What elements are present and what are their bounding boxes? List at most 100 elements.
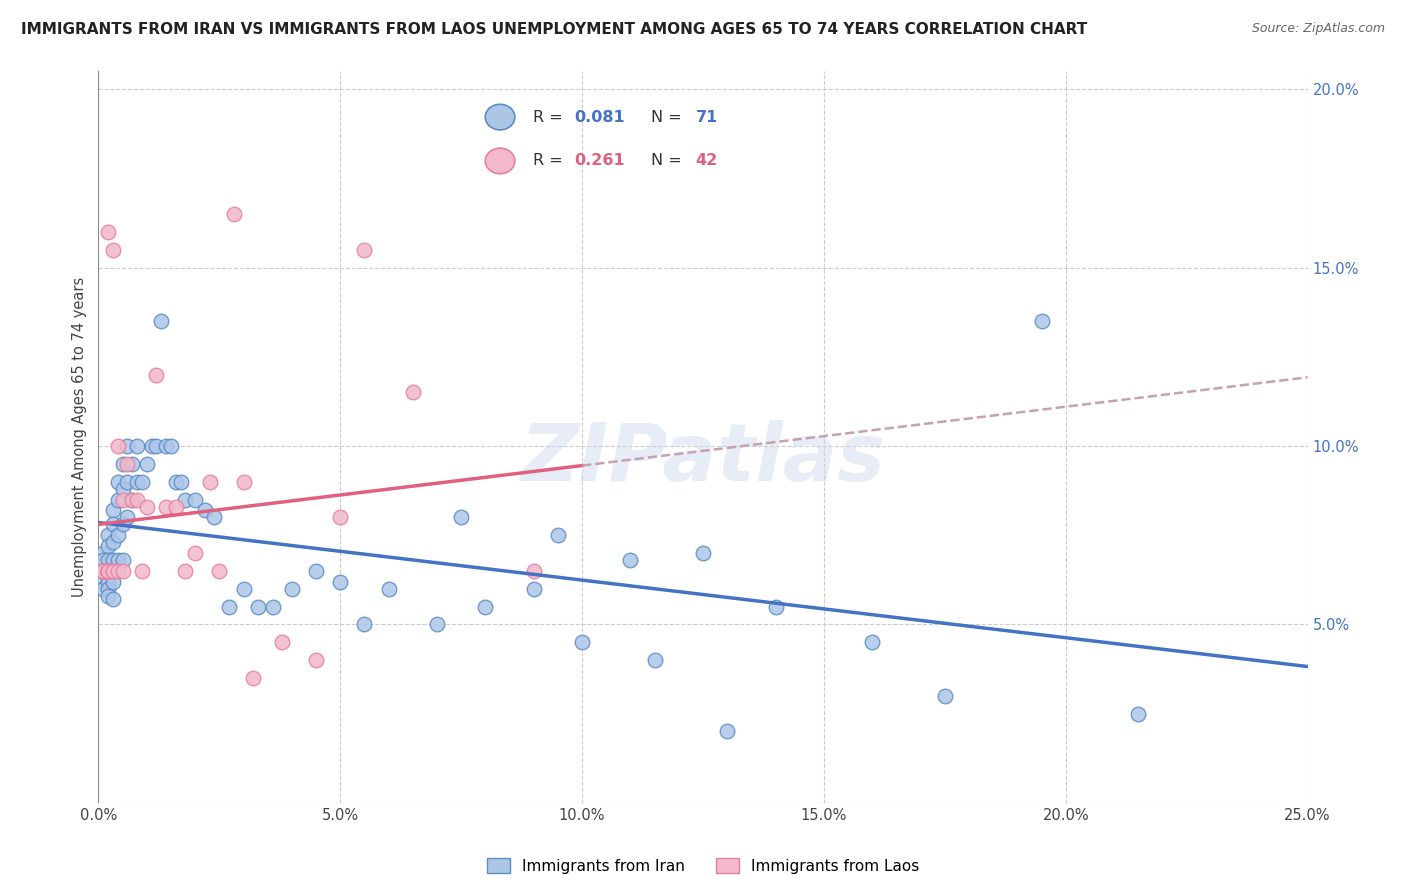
Point <box>141 439 163 453</box>
Point <box>426 617 449 632</box>
Point <box>117 510 139 524</box>
Point <box>101 243 124 257</box>
Point <box>934 689 956 703</box>
Text: N =: N = <box>651 110 682 125</box>
Point <box>97 564 120 578</box>
Point <box>107 439 129 453</box>
Point <box>218 599 240 614</box>
Point <box>305 564 328 578</box>
Point <box>97 574 120 589</box>
Point <box>619 553 641 567</box>
Point <box>101 503 124 517</box>
Point <box>242 671 264 685</box>
Point <box>107 475 129 489</box>
Ellipse shape <box>485 104 515 130</box>
Point <box>121 492 143 507</box>
Point <box>474 599 496 614</box>
Point <box>101 553 124 567</box>
Point <box>305 653 328 667</box>
Point <box>174 492 197 507</box>
Point <box>97 225 120 239</box>
Point <box>353 243 375 257</box>
Point <box>111 564 134 578</box>
Point <box>329 574 352 589</box>
Point <box>377 582 399 596</box>
Y-axis label: Unemployment Among Ages 65 to 74 years: Unemployment Among Ages 65 to 74 years <box>72 277 87 598</box>
Point <box>97 564 120 578</box>
Point <box>111 517 134 532</box>
Point <box>91 564 114 578</box>
Point <box>101 592 124 607</box>
Point <box>135 457 157 471</box>
Point <box>165 500 187 514</box>
Point <box>523 564 546 578</box>
Point <box>547 528 569 542</box>
Text: IMMIGRANTS FROM IRAN VS IMMIGRANTS FROM LAOS UNEMPLOYMENT AMONG AGES 65 TO 74 YE: IMMIGRANTS FROM IRAN VS IMMIGRANTS FROM … <box>21 22 1087 37</box>
Text: 0.261: 0.261 <box>574 153 624 169</box>
Point <box>117 439 139 453</box>
Text: Source: ZipAtlas.com: Source: ZipAtlas.com <box>1251 22 1385 36</box>
Point <box>91 582 114 596</box>
Point <box>117 457 139 471</box>
Point <box>402 385 425 400</box>
Point <box>155 500 177 514</box>
Point <box>271 635 294 649</box>
Point <box>150 314 173 328</box>
Point <box>165 475 187 489</box>
Text: N =: N = <box>651 153 682 169</box>
Point <box>247 599 270 614</box>
Point <box>91 564 114 578</box>
Point <box>281 582 304 596</box>
Point <box>91 553 114 567</box>
Point <box>155 439 177 453</box>
Point <box>101 564 124 578</box>
Point <box>127 475 149 489</box>
Point <box>91 574 114 589</box>
Point <box>97 564 120 578</box>
Point <box>97 528 120 542</box>
Point <box>145 368 167 382</box>
Point <box>208 564 231 578</box>
Point <box>107 564 129 578</box>
Point <box>135 500 157 514</box>
Point <box>121 457 143 471</box>
Point <box>571 635 593 649</box>
Point <box>1031 314 1053 328</box>
Point <box>160 439 183 453</box>
Point <box>232 475 254 489</box>
Point <box>127 439 149 453</box>
Point <box>91 564 114 578</box>
Point <box>97 553 120 567</box>
Point <box>127 492 149 507</box>
Point <box>97 571 120 585</box>
Text: R =: R = <box>533 153 562 169</box>
Point <box>97 564 120 578</box>
Point <box>107 553 129 567</box>
Point <box>97 582 120 596</box>
Point <box>184 492 207 507</box>
Point <box>145 439 167 453</box>
Point <box>91 564 114 578</box>
Point <box>91 564 114 578</box>
Point <box>91 564 114 578</box>
Point <box>101 517 124 532</box>
Point <box>353 617 375 632</box>
Point <box>97 589 120 603</box>
Text: 71: 71 <box>696 110 718 125</box>
Point <box>131 475 153 489</box>
Legend: Immigrants from Iran, Immigrants from Laos: Immigrants from Iran, Immigrants from La… <box>481 852 925 880</box>
Point <box>644 653 666 667</box>
Point <box>101 564 124 578</box>
Point <box>111 492 134 507</box>
Point <box>121 492 143 507</box>
Point <box>716 724 738 739</box>
Text: R =: R = <box>533 110 562 125</box>
Point <box>107 492 129 507</box>
Point <box>97 564 120 578</box>
Point <box>184 546 207 560</box>
Point <box>131 564 153 578</box>
Point <box>523 582 546 596</box>
Point <box>97 564 120 578</box>
Point <box>450 510 472 524</box>
Point <box>111 553 134 567</box>
